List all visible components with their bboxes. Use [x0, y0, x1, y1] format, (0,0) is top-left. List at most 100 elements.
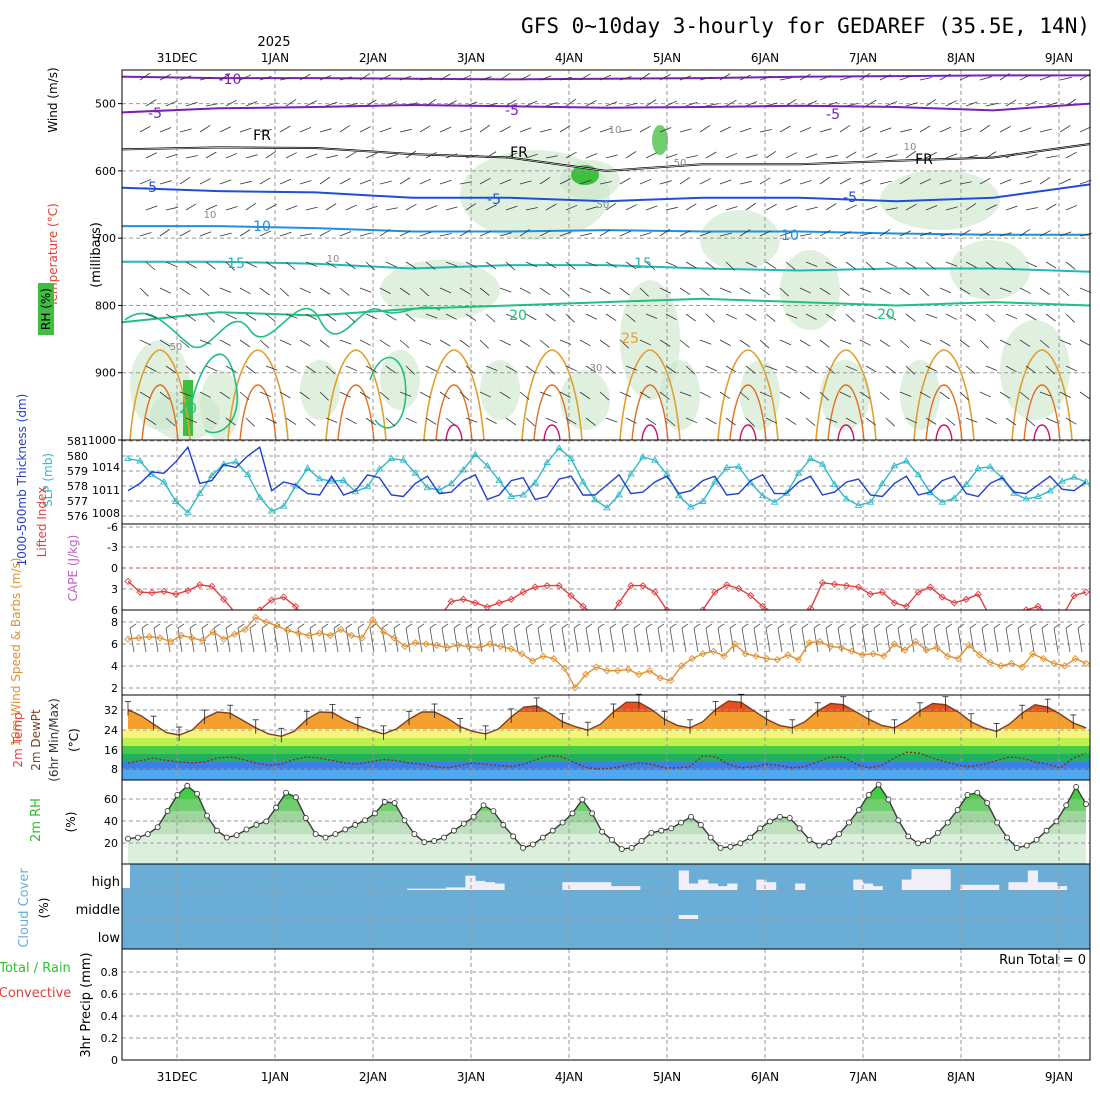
wind-barb — [1079, 339, 1091, 347]
wind-barb — [225, 206, 238, 211]
wind-barb — [905, 150, 917, 159]
wind-barb — [685, 261, 697, 269]
wind-speed-line-point — [890, 640, 899, 648]
wind-speed-line-point — [198, 636, 207, 644]
wind-barb — [725, 99, 737, 107]
wind-barb — [1025, 261, 1038, 268]
wind-speed-line-point — [805, 639, 813, 647]
rh-line-point — [806, 836, 813, 843]
rh-line-point — [411, 831, 418, 838]
cloud-high-bar — [1018, 882, 1029, 890]
slp-line-point — [507, 492, 515, 499]
wind-barb — [299, 339, 311, 347]
rh-line-point — [974, 789, 981, 796]
wind-speed-line-point — [443, 644, 451, 652]
isotherm-30 — [827, 384, 865, 441]
wind-barb — [579, 232, 592, 237]
wind-speed-line-point — [912, 637, 920, 646]
lifted-index-line-point — [579, 602, 587, 610]
rh-shade-high — [652, 125, 668, 155]
isotherm-30 — [141, 384, 179, 441]
wind-barb — [959, 128, 972, 133]
wind-barb — [979, 177, 991, 185]
lifted-index-line-point — [842, 581, 851, 590]
wind-barb — [599, 181, 612, 185]
wind-barb — [339, 124, 351, 133]
wind-barb — [925, 205, 938, 211]
wind-barb-flag — [993, 623, 1001, 629]
rh-line-point — [144, 831, 151, 838]
wind-barb — [139, 339, 152, 346]
cloud-high-bar — [620, 886, 631, 890]
wind-barb — [905, 417, 918, 424]
slp-line-point — [184, 508, 192, 516]
wind-barb — [745, 202, 757, 211]
cloud-high-bar — [727, 883, 738, 890]
wind-barb-flag — [393, 623, 401, 629]
wind-barb — [545, 261, 557, 269]
wind-speed-line-point — [1007, 659, 1016, 668]
contour-label: -5 — [487, 192, 501, 208]
wind-barb — [993, 627, 999, 653]
wind-barb — [439, 233, 452, 237]
wind-speed-line-point — [901, 646, 909, 654]
wind-barb-flag — [477, 623, 485, 629]
lifted-index-panel: -6 -3 0 3 6 Lifted Index CAPE (J/kg) — [35, 487, 1091, 617]
wind-barb — [885, 365, 896, 374]
cloud-high-bar — [494, 883, 505, 890]
pressure-axis-label: (millibars) — [89, 222, 104, 288]
wind-barb — [405, 203, 417, 211]
wind-barb — [205, 261, 216, 270]
wind-barb — [699, 125, 711, 133]
wind-barb — [245, 202, 257, 211]
wind-barb — [279, 287, 290, 297]
wind-barb — [679, 75, 692, 81]
wind-barb — [545, 102, 558, 107]
cloud-high-bar — [436, 888, 447, 890]
contour-label: 10 — [327, 254, 340, 265]
wind-speed-line-point — [731, 640, 739, 648]
wind-barb — [619, 391, 632, 398]
wind-barb — [925, 261, 936, 270]
wind-barb — [465, 154, 478, 159]
slp-line-point — [842, 495, 851, 502]
wind-barb — [499, 179, 512, 185]
wind-barb — [1005, 627, 1011, 653]
wind-barb — [1079, 126, 1092, 133]
slp-line-point — [1058, 477, 1066, 484]
lifted-index-line-point — [818, 579, 827, 587]
wind-barb — [745, 313, 757, 321]
wind-barb — [639, 287, 649, 297]
lifted-index-line-point — [507, 595, 515, 603]
contour-label: 10 — [253, 219, 271, 235]
cloud-high-bar — [959, 884, 971, 890]
rh-line-point — [194, 790, 201, 797]
isotherm-35 — [641, 424, 659, 441]
y-tick-label: 500 — [95, 98, 116, 111]
wind-barb — [599, 391, 610, 401]
wind-barb — [179, 75, 192, 81]
wind-barb — [925, 365, 937, 372]
wind-barb — [179, 391, 192, 397]
wind-barb-flag — [945, 623, 953, 629]
wind-barb — [879, 339, 891, 348]
wind-barb — [359, 391, 371, 399]
wind-barb — [505, 99, 517, 107]
slp-line-point — [399, 456, 408, 463]
wind-barb — [965, 203, 977, 211]
cloud-high-bar — [756, 879, 767, 890]
rh-shade — [780, 250, 840, 330]
rh-line-point — [934, 829, 941, 836]
wind-barb — [365, 313, 378, 320]
wind-barb — [985, 365, 998, 371]
isotherm-25 — [129, 349, 191, 441]
slp-line-point — [890, 461, 899, 469]
rh-line-point — [994, 819, 1001, 826]
wind-barb — [179, 176, 191, 185]
wind-barb — [919, 178, 932, 185]
cloud-level-label: middle — [76, 903, 120, 918]
wind-barb — [619, 230, 632, 237]
temp-band — [122, 754, 1090, 762]
rh-line-point — [895, 817, 902, 824]
wind-barb — [205, 151, 217, 159]
